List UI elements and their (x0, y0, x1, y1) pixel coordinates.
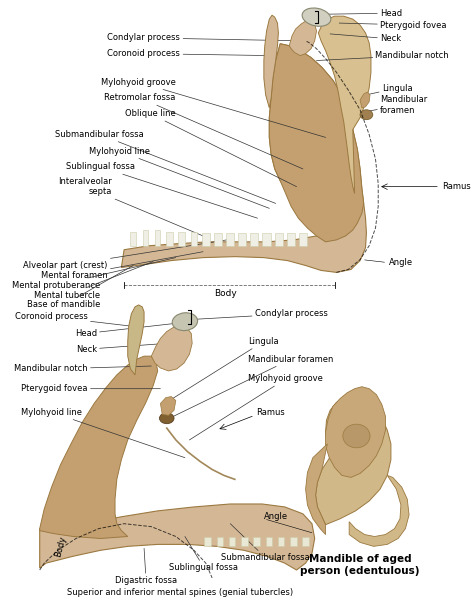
Text: Neck: Neck (330, 34, 401, 43)
Text: Body: Body (214, 289, 237, 298)
Polygon shape (204, 537, 211, 546)
Text: Pterygoid fovea: Pterygoid fovea (21, 384, 160, 393)
Text: Ramus: Ramus (442, 182, 471, 191)
Polygon shape (266, 537, 272, 546)
Polygon shape (238, 233, 246, 246)
Polygon shape (202, 233, 210, 246)
Text: Interalveolar
septa: Interalveolar septa (59, 177, 203, 236)
Polygon shape (263, 233, 271, 246)
Text: Alveolar part (crest): Alveolar part (crest) (23, 239, 233, 270)
Polygon shape (40, 356, 158, 539)
Ellipse shape (172, 313, 198, 331)
Text: Sublingual fossa: Sublingual fossa (170, 537, 238, 572)
Text: Mylohyoid groove: Mylohyoid groove (190, 374, 323, 440)
Text: Mental protuberance: Mental protuberance (12, 258, 176, 290)
Polygon shape (160, 397, 176, 415)
Text: Retromolar fossa: Retromolar fossa (104, 93, 303, 169)
Text: Digastric fossa: Digastric fossa (115, 548, 177, 585)
Text: Mandibular notch: Mandibular notch (317, 51, 449, 60)
Polygon shape (151, 326, 192, 371)
Text: Coronoid process: Coronoid process (15, 312, 135, 326)
Text: Angle: Angle (389, 258, 413, 267)
Polygon shape (278, 537, 284, 546)
Text: Lingula: Lingula (365, 84, 412, 95)
Polygon shape (290, 537, 297, 546)
Polygon shape (179, 232, 185, 246)
Text: Ramus: Ramus (255, 408, 284, 417)
Polygon shape (289, 21, 317, 56)
Polygon shape (121, 44, 366, 273)
Polygon shape (316, 398, 391, 525)
Text: Mandibular
foramen: Mandibular foramen (365, 95, 427, 114)
Text: Mental tubercle: Mental tubercle (35, 262, 153, 300)
Polygon shape (254, 537, 260, 546)
Text: Mandibular foramen: Mandibular foramen (170, 355, 334, 418)
Text: Mylohyoid line: Mylohyoid line (21, 408, 185, 458)
Polygon shape (287, 233, 295, 246)
Polygon shape (130, 232, 137, 246)
Polygon shape (226, 233, 234, 246)
Text: Lingula: Lingula (170, 337, 279, 401)
Text: Neck: Neck (76, 343, 167, 354)
Ellipse shape (343, 424, 370, 448)
Polygon shape (40, 504, 315, 570)
Text: Coronoid process: Coronoid process (108, 49, 271, 58)
Text: Mylohyoid groove: Mylohyoid groove (101, 78, 326, 137)
Text: Head: Head (75, 323, 173, 338)
Text: Condylar process: Condylar process (108, 34, 298, 43)
Polygon shape (128, 305, 144, 375)
Ellipse shape (302, 8, 331, 26)
Polygon shape (299, 233, 307, 246)
Polygon shape (241, 537, 247, 546)
Polygon shape (306, 444, 328, 534)
Text: Submandibular fossa: Submandibular fossa (221, 524, 310, 562)
Text: Oblique line: Oblique line (125, 109, 297, 187)
Polygon shape (143, 230, 148, 246)
Polygon shape (264, 15, 278, 108)
Text: Head: Head (326, 9, 402, 18)
Polygon shape (302, 537, 309, 546)
Polygon shape (166, 232, 173, 246)
Text: Mandibular notch: Mandibular notch (14, 364, 151, 373)
Polygon shape (214, 233, 222, 246)
Text: Superior and inferior mental spines (genial tubercles): Superior and inferior mental spines (gen… (67, 588, 293, 597)
Text: Body: Body (53, 535, 67, 558)
Text: Base of mandible: Base of mandible (27, 265, 133, 310)
Text: Angle: Angle (264, 512, 288, 521)
Polygon shape (269, 44, 364, 242)
Text: Sublingual fossa: Sublingual fossa (66, 162, 257, 218)
Polygon shape (326, 387, 385, 477)
Polygon shape (155, 230, 160, 246)
Polygon shape (191, 232, 197, 246)
Text: Mental foramen: Mental foramen (41, 252, 203, 280)
Polygon shape (217, 537, 223, 546)
Polygon shape (274, 233, 283, 246)
Polygon shape (229, 537, 235, 546)
Ellipse shape (159, 413, 174, 423)
Text: Mandible of aged
person (edentulous): Mandible of aged person (edentulous) (301, 554, 420, 576)
Text: Pterygoid fovea: Pterygoid fovea (339, 20, 447, 29)
Ellipse shape (360, 110, 373, 120)
Text: Mylohyoid line: Mylohyoid line (90, 147, 269, 208)
Text: Submandibular fossa: Submandibular fossa (55, 130, 276, 204)
Polygon shape (349, 476, 409, 546)
Polygon shape (360, 92, 370, 108)
Polygon shape (250, 233, 258, 246)
Text: Condylar process: Condylar process (188, 309, 328, 320)
Polygon shape (319, 16, 371, 193)
